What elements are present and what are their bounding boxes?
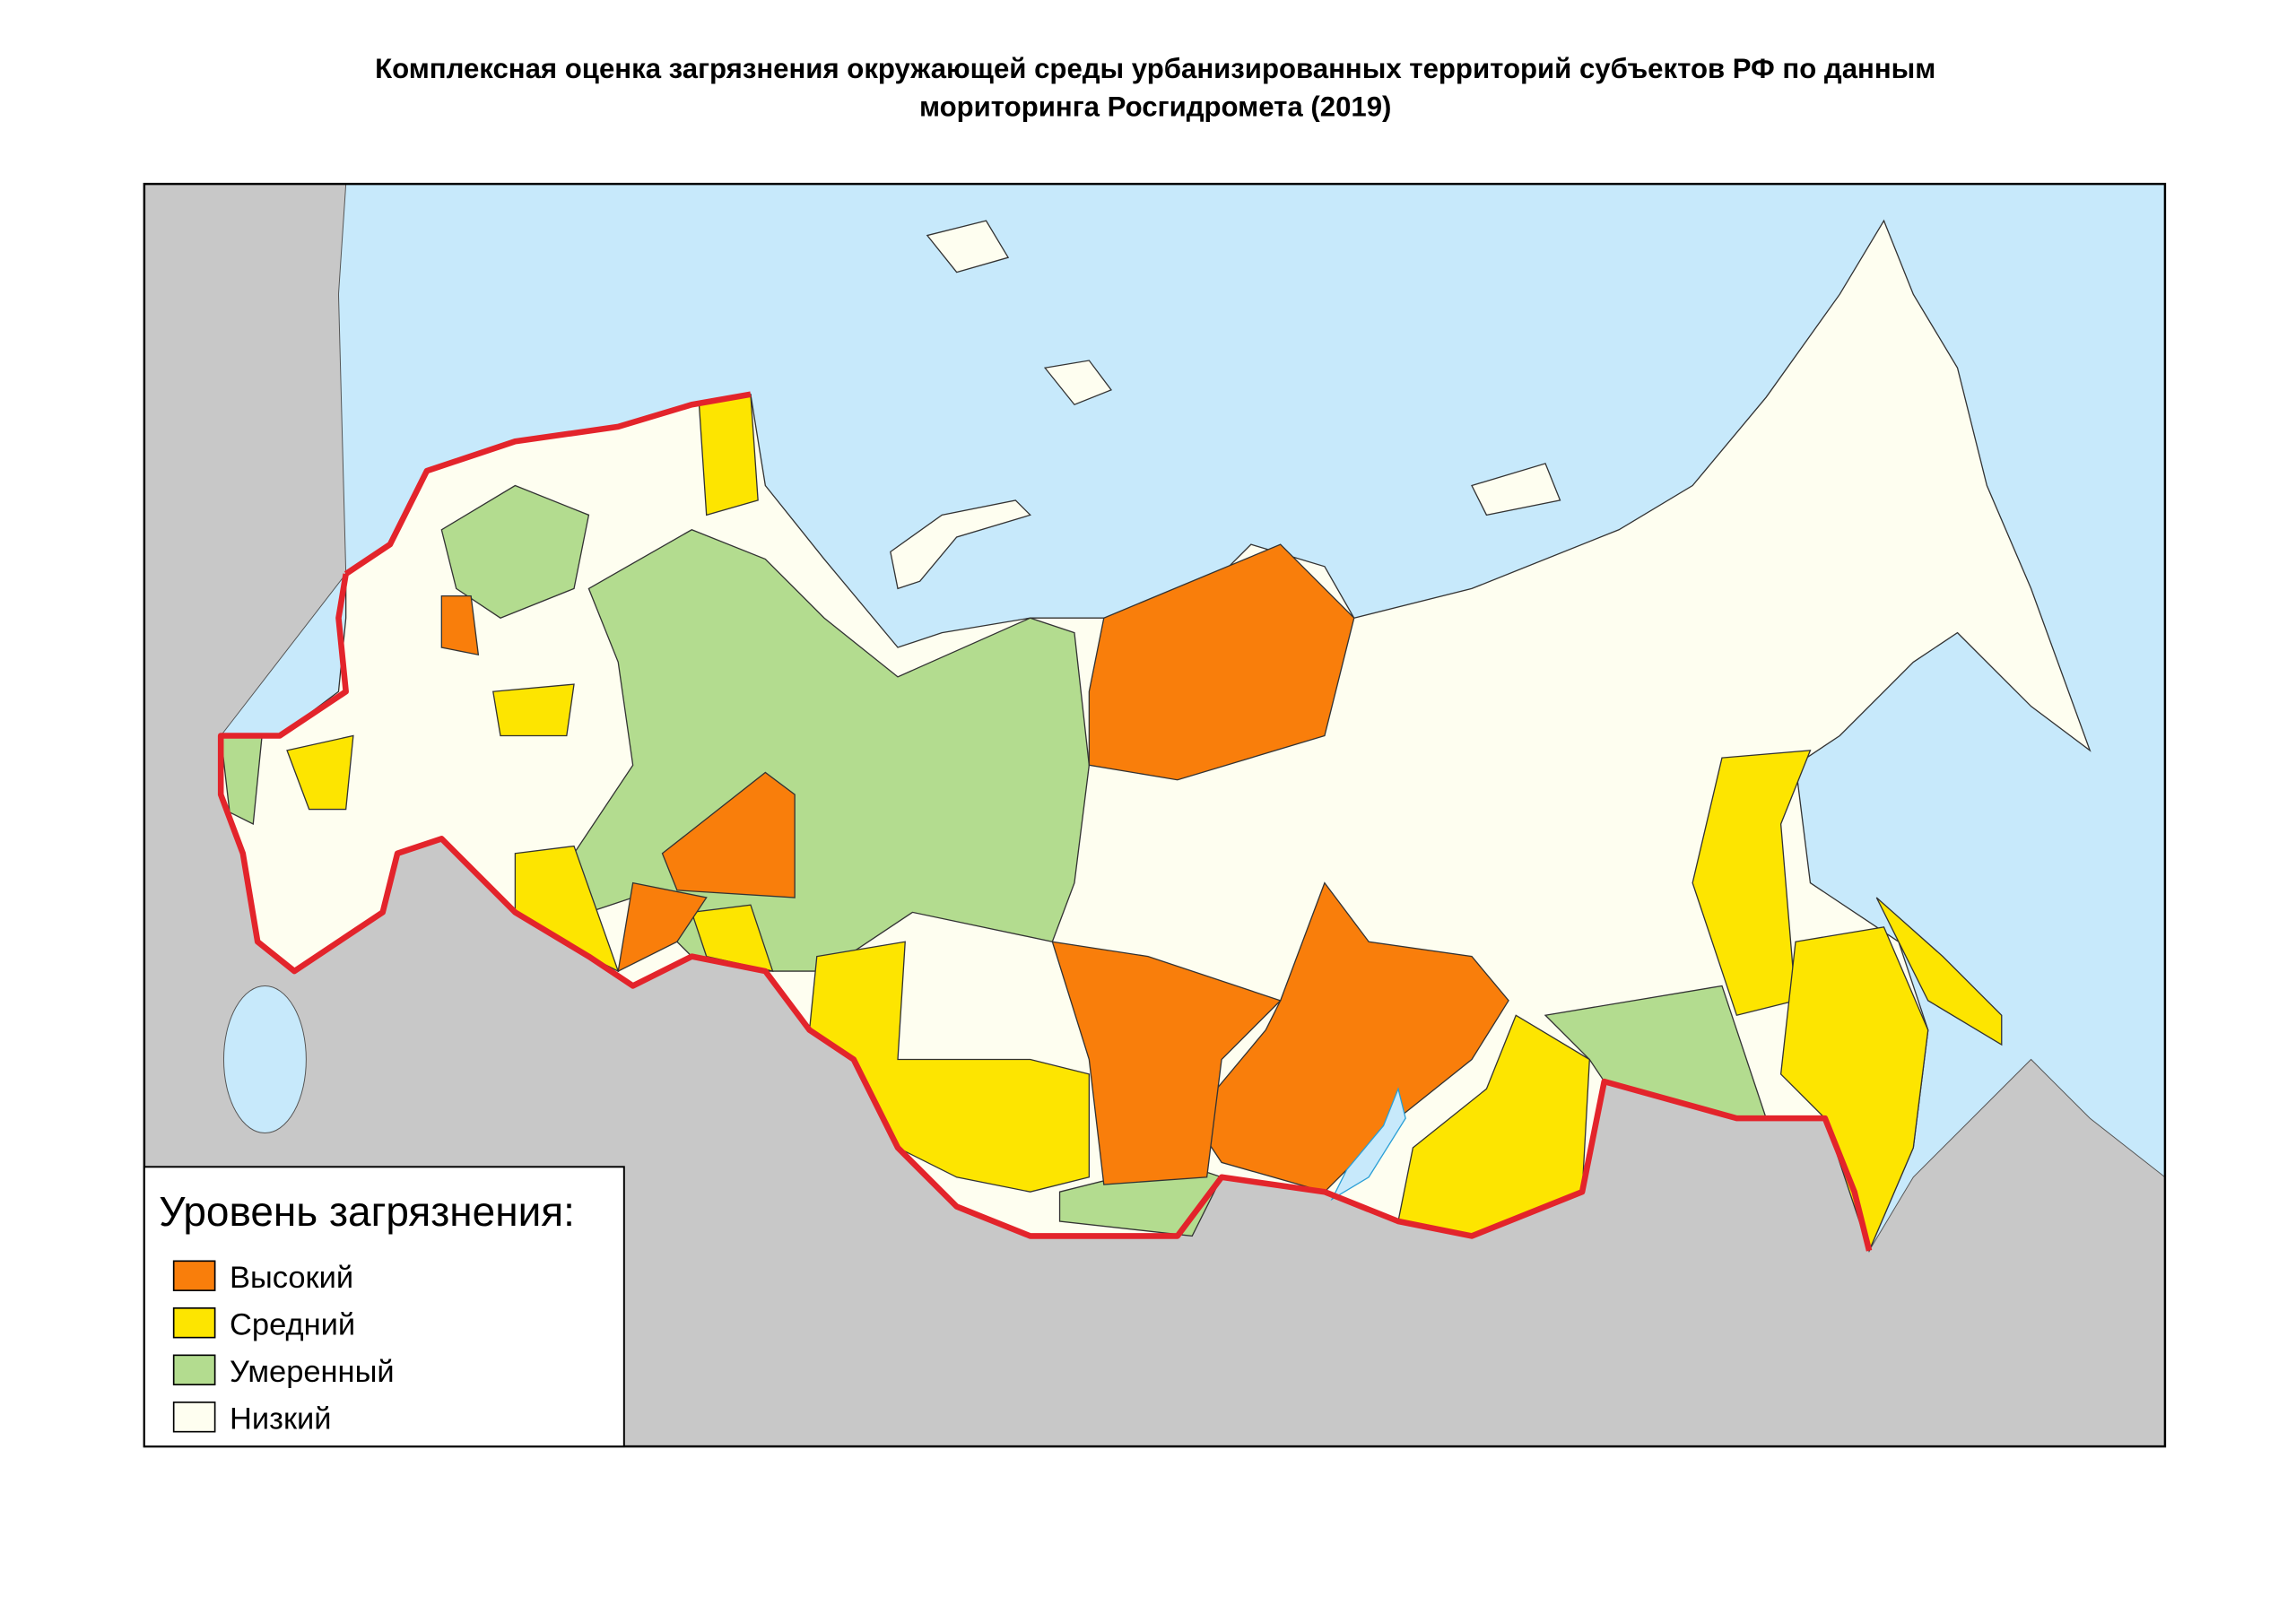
region-high [440, 595, 480, 656]
legend-box [143, 1166, 625, 1448]
arctic-islands [926, 220, 1561, 516]
lake-baikal [1330, 1087, 1406, 1202]
region-high [661, 771, 796, 898]
region-medium [1779, 926, 1929, 1253]
legend-label: Умеренный [230, 1355, 395, 1389]
legend-swatch [172, 1402, 216, 1433]
legend-swatch [172, 1307, 216, 1339]
legend-swatch [172, 1354, 216, 1385]
caspian-sea [222, 985, 307, 1134]
region-medium [691, 904, 774, 972]
title: мориторинга Росгидромета (2019) [919, 91, 1391, 123]
region-moderate [440, 484, 590, 619]
novaya-zemlya [890, 499, 1031, 590]
region-medium [1875, 897, 2003, 1046]
legend-swatch [172, 1260, 216, 1291]
region-medium [286, 734, 354, 811]
legend-label: Высокий [230, 1261, 353, 1295]
legend-title: Уровень загрязнения: [159, 1188, 575, 1235]
map-frame [143, 182, 2167, 1448]
legend-label: Средний [230, 1307, 355, 1341]
legend-label: Низкий [230, 1402, 332, 1436]
region-medium [698, 393, 759, 516]
russia-border [217, 391, 1873, 1252]
region-high [1051, 941, 1282, 1185]
region-high [1088, 543, 1355, 781]
region-medium [492, 683, 575, 737]
title: Комплексная оценка загрязнения окружающе… [375, 53, 1935, 84]
legend: Уровень загрязнения: Высокий Средний Умере… [143, 1166, 625, 1448]
region-high [617, 881, 708, 973]
